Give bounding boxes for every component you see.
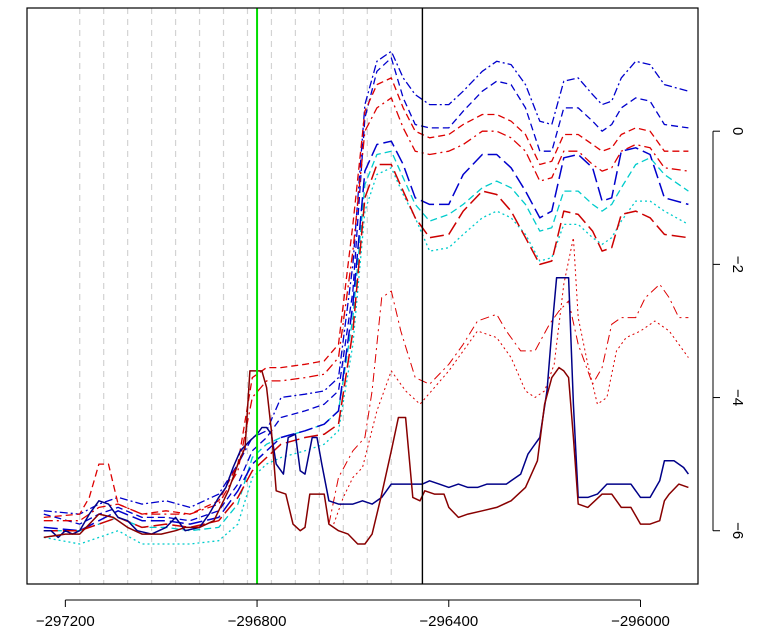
marker-lines	[256, 8, 424, 584]
series-line-5	[43, 150, 689, 532]
x-tick-label-0: −297200	[36, 613, 95, 630]
series-line-12	[43, 366, 689, 545]
series-line-1	[43, 50, 689, 515]
x-tick-label-3: −296000	[611, 613, 670, 630]
series-lines	[43, 50, 690, 545]
series-line-2	[43, 57, 689, 525]
grid-lines	[79, 8, 392, 584]
series-line-10	[333, 237, 689, 525]
x-axis: −297200 −296800 −296400 −296000	[36, 599, 670, 630]
y-tick-label-0: 0	[729, 127, 746, 135]
plot-frame	[26, 7, 699, 585]
y-axis: 0 −2 −4 −6	[712, 127, 746, 539]
y-tick-label-1: −2	[729, 256, 746, 273]
series-line-4	[43, 97, 689, 522]
series-line-7	[43, 140, 689, 532]
series-line-6	[43, 167, 689, 545]
x-tick-label-1: −296800	[228, 613, 287, 630]
x-tick-label-2: −296400	[419, 613, 478, 630]
y-tick-label-2: −4	[729, 389, 746, 406]
series-line-11	[43, 276, 690, 539]
series-line-9	[328, 283, 689, 525]
series-line-8	[43, 163, 689, 532]
y-tick-label-3: −6	[729, 522, 746, 539]
